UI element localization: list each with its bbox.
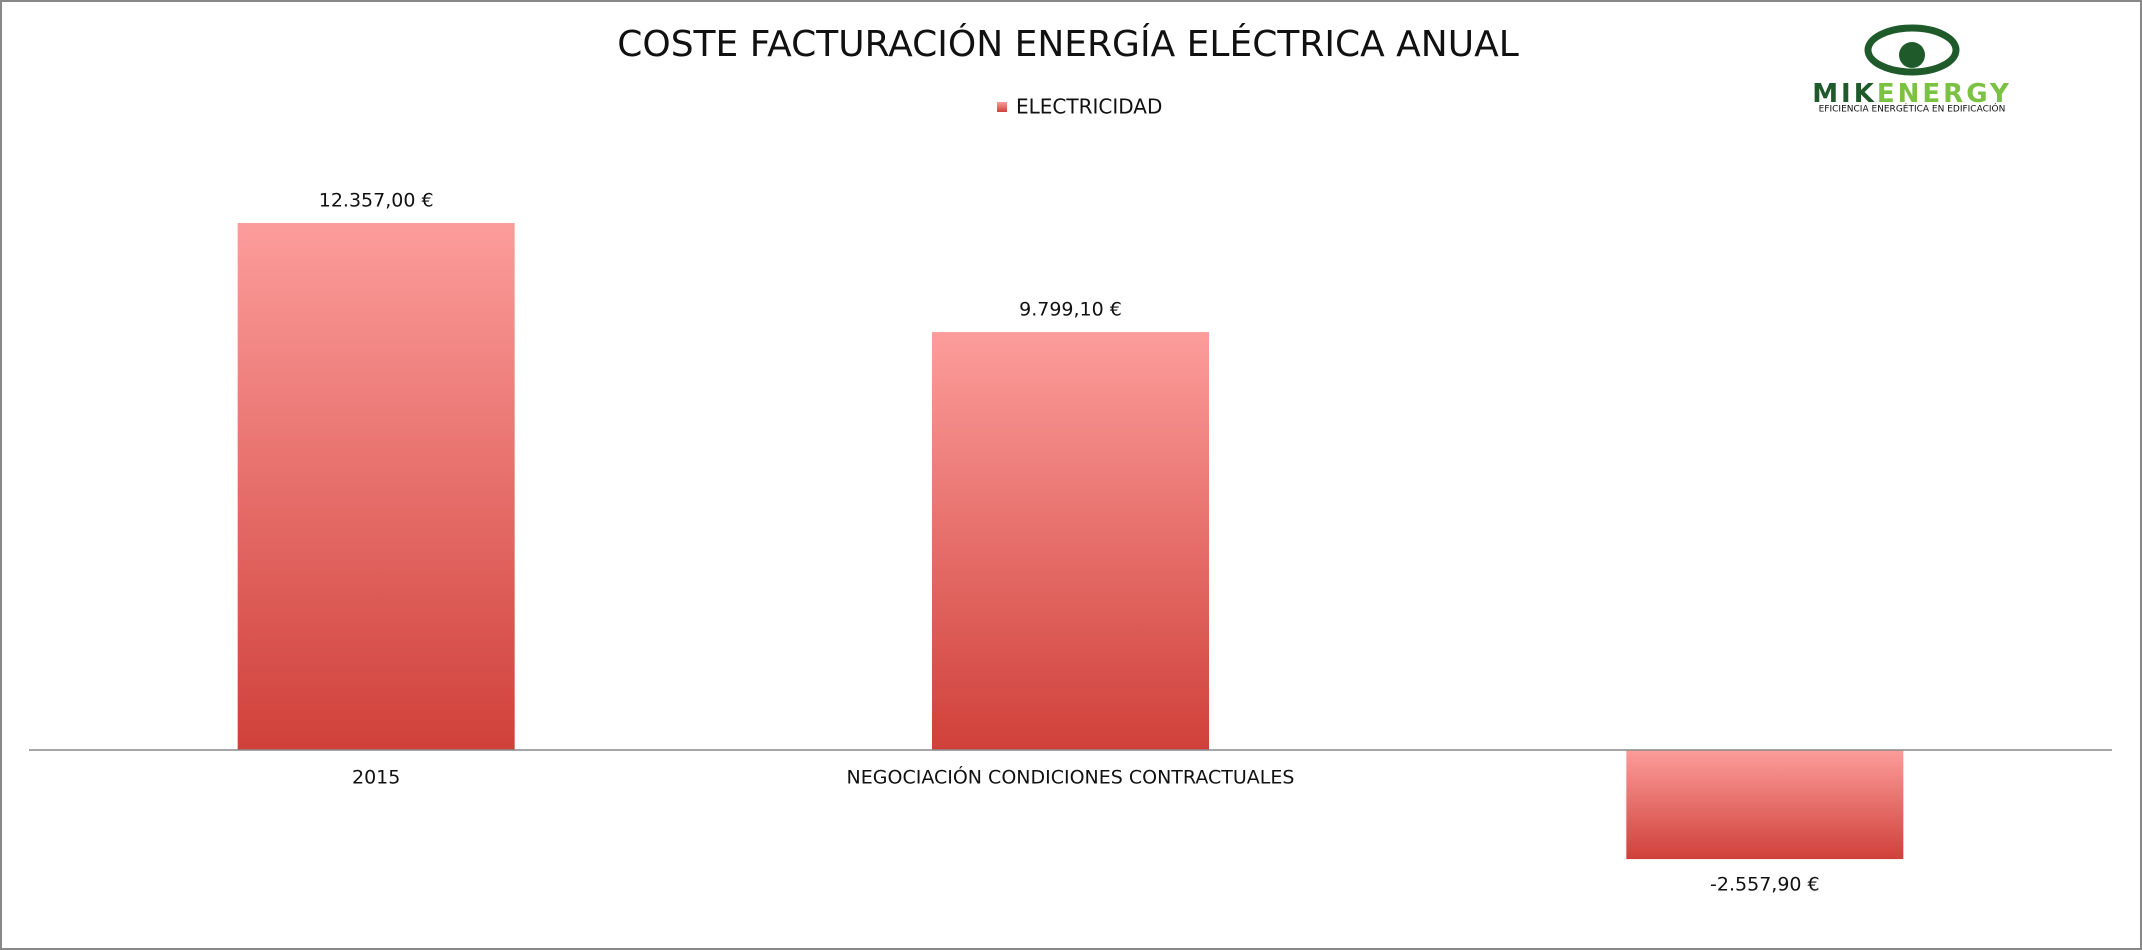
bar — [932, 332, 1209, 750]
legend-marker — [997, 102, 1007, 112]
chart-title: COSTE FACTURACIÓN ENERGÍA ELÉCTRICA ANUA… — [617, 23, 1519, 65]
bar — [237, 223, 515, 750]
logo-name: MIKENERGY — [1812, 79, 2012, 109]
x-tick-label: NEGOCIACIÓN CONDICIONES CONTRACTUALES — [847, 765, 1295, 789]
logo: MIKENERGY EFICIENCIA ENERGÉTICA EN EDIFI… — [1812, 24, 2012, 115]
bar — [1626, 750, 1904, 860]
logo-icon-bulb — [1899, 42, 1925, 68]
x-tick-label: 2015 — [352, 767, 400, 789]
value-label: 9.799,10 € — [1019, 299, 1122, 321]
logo-name-part: ENERGY — [1877, 79, 2012, 109]
logo-name-part: MIK — [1812, 79, 1877, 109]
logo-tagline: EFICIENCIA ENERGÉTICA EN EDIFICACIÓN — [1819, 103, 2006, 115]
logo-icon — [1864, 24, 1960, 76]
value-label: -2.557,90 € — [1710, 874, 1820, 896]
legend-label: ELECTRICIDAD — [1016, 95, 1162, 119]
value-label: 12.357,00 € — [319, 190, 434, 212]
